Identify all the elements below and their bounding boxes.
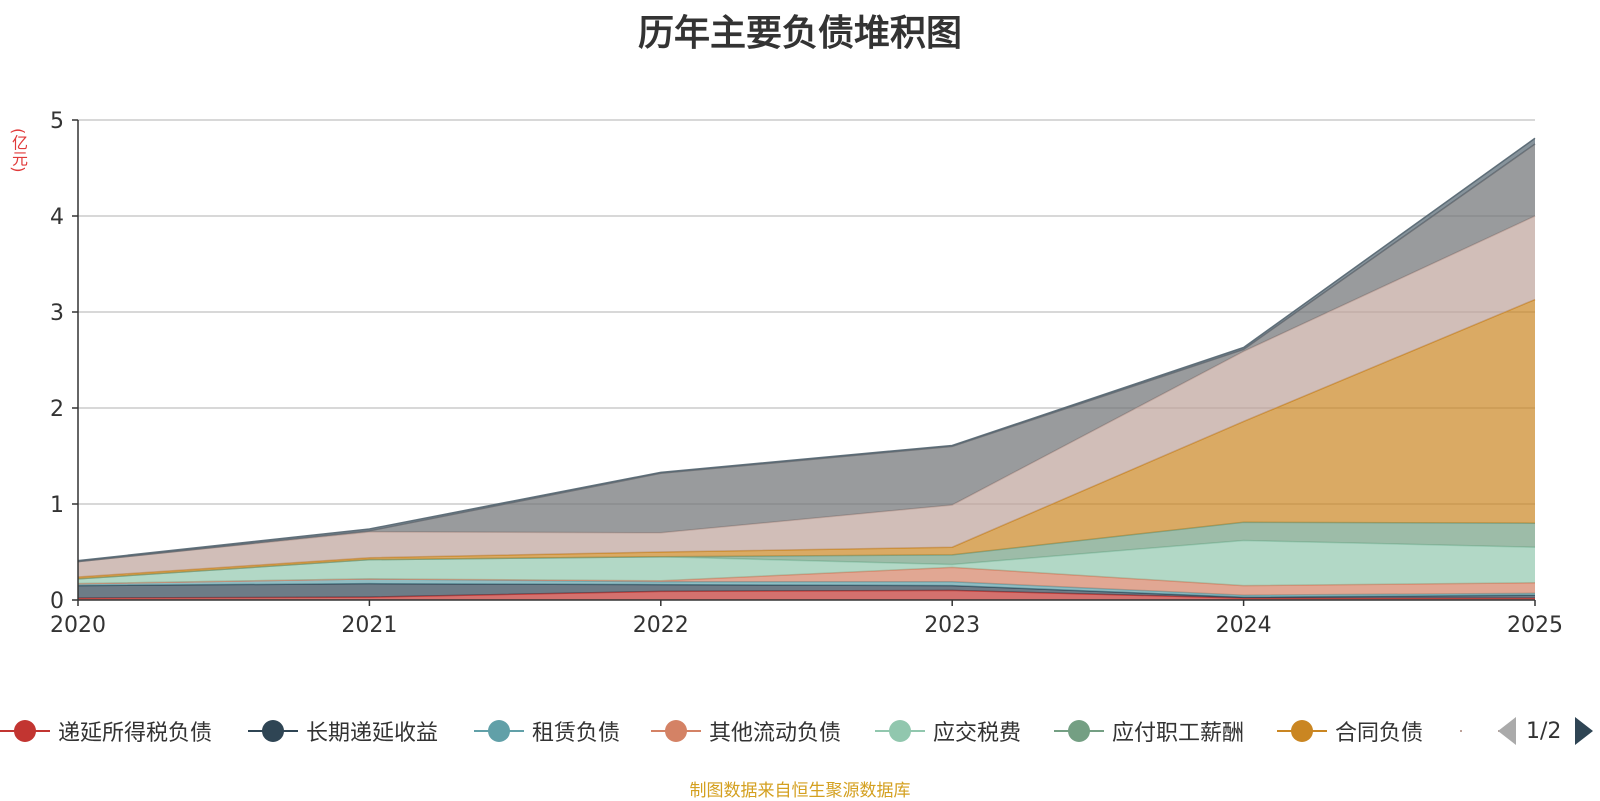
y-axis-unit: (亿元) [9, 127, 28, 173]
legend-label: 应付职工薪酬 [1112, 721, 1245, 746]
chart-title: 历年主要负债堆积图 [637, 13, 962, 54]
legend-marker-icon [248, 713, 298, 749]
y-tick-label: 1 [50, 493, 64, 518]
legend-label: 租赁负债 [532, 721, 621, 746]
y-tick-label: 3 [50, 301, 64, 326]
legend-marker-icon [0, 713, 50, 749]
legend-label: 应交税费 [933, 721, 1022, 746]
area-line-6 [77, 521, 1536, 580]
stacked-area-chart: 0 1 2 3 4 5 2020 2021 2022 2023 2024 2025 [50, 109, 1563, 638]
axes: 0 1 2 3 4 5 2020 2021 2022 2023 2024 2025 [50, 109, 1563, 638]
data-source-footer: 制图数据来自恒生聚源数据库 [689, 781, 911, 801]
legend-item[interactable]: 合同负债 [1277, 713, 1423, 749]
area-series [77, 137, 1536, 600]
y-tick-label: 0 [50, 589, 64, 614]
x-tick-label: 2022 [633, 613, 689, 638]
area-series-6 [78, 522, 1535, 579]
legend: 递延所得税负债 长期递延收益 租赁负债 其他流动负债 应交税费 应付职工薪酬 合同负债 [0, 713, 1600, 753]
x-tick-label: 2020 [50, 613, 106, 638]
legend-item[interactable]: 应付职工薪酬 [1054, 713, 1244, 749]
legend-marker-icon [1277, 713, 1327, 749]
legend-label: 其他流动负债 [709, 721, 842, 746]
legend-marker-icon [1054, 713, 1104, 749]
legend-marker-icon [651, 713, 701, 749]
area-series-1 [78, 590, 1535, 600]
x-tick-label: 2021 [341, 613, 397, 638]
legend-item[interactable]: 长期递延收益 [248, 713, 438, 749]
legend-label: 合同负债 [1335, 721, 1424, 746]
x-tick-label: 2023 [924, 613, 980, 638]
area-series-7 [78, 299, 1535, 579]
legend-item[interactable]: 应交税费 [875, 713, 1021, 749]
x-tick-label: 2024 [1216, 613, 1272, 638]
area-series-4 [78, 567, 1535, 596]
legend-page-indicator: 1/2 [1526, 718, 1562, 744]
legend-item[interactable]: 租赁负债 [474, 713, 620, 749]
legend-item[interactable]: 递延所得税负债 [0, 713, 212, 749]
legend-marker-icon [474, 713, 524, 749]
area-series-9 [78, 144, 1535, 562]
x-tick-label: 2025 [1507, 613, 1563, 638]
y-tick-label: 4 [50, 205, 64, 230]
legend-pager: 1/2 [1498, 713, 1594, 749]
legend-prev-page-icon[interactable] [1498, 717, 1516, 745]
area-series-5 [78, 540, 1535, 586]
area-series-8 [78, 216, 1535, 577]
legend-next-page-icon[interactable] [1575, 717, 1594, 745]
area-line-10 [77, 137, 1536, 562]
legend-label: 长期递延收益 [306, 721, 439, 746]
legend-label: 递延所得税负债 [58, 721, 213, 746]
legend-marker-icon [875, 713, 925, 749]
y-tick-label: 5 [50, 109, 64, 134]
legend-overflow-mask [1462, 713, 1498, 753]
y-tick-label: 2 [50, 397, 64, 422]
legend-item[interactable]: 其他流动负债 [651, 713, 841, 749]
